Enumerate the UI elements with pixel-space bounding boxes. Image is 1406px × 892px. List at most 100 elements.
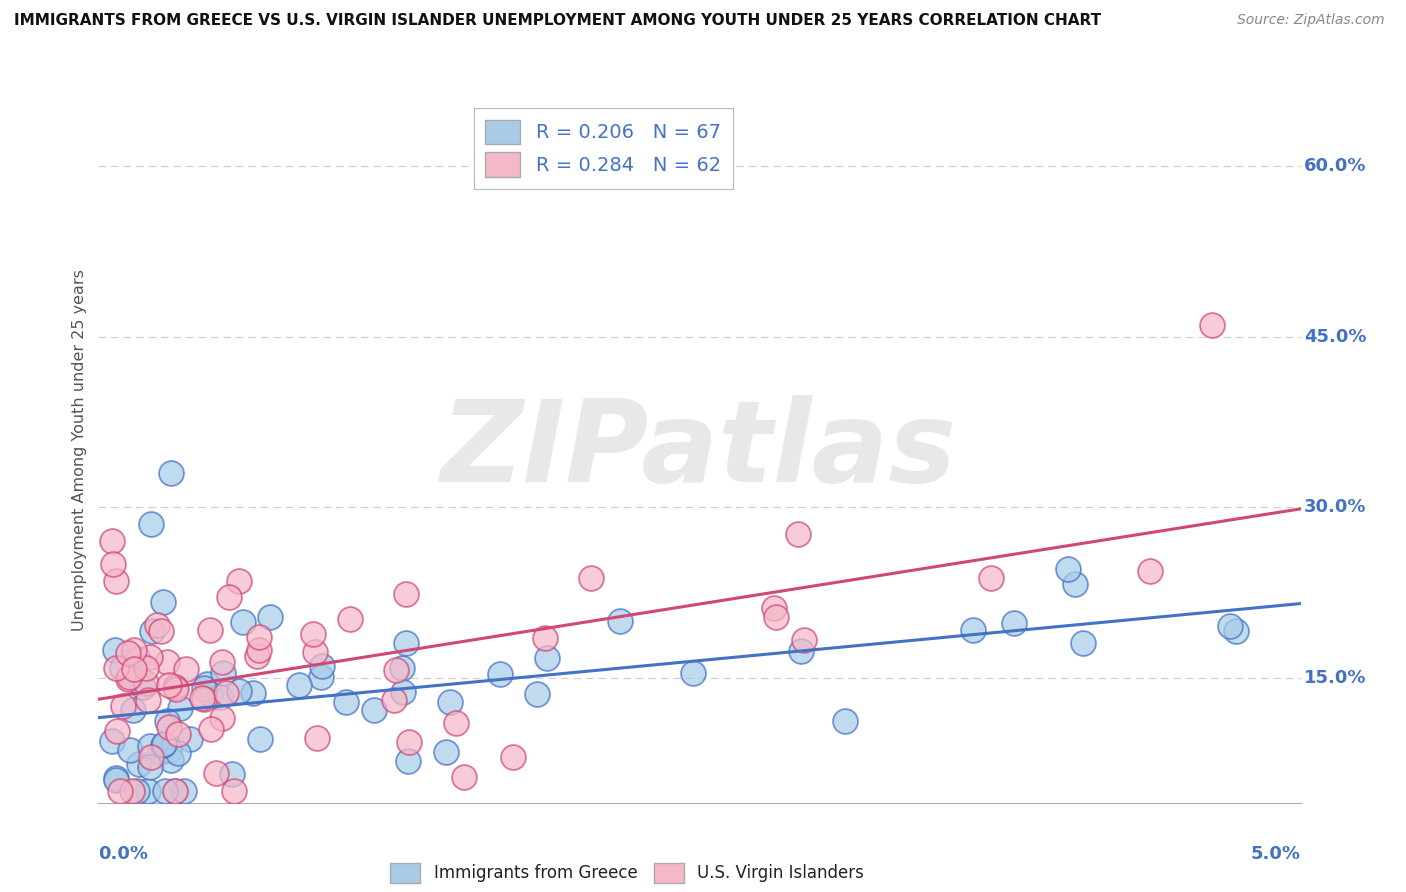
Point	[228, 683, 250, 698]
Point	[167, 726, 190, 740]
Point	[396, 754, 419, 768]
Point	[179, 732, 201, 747]
Point	[259, 610, 281, 624]
Point	[104, 574, 127, 589]
Point	[138, 739, 160, 753]
Point	[159, 466, 181, 480]
Point	[117, 672, 139, 686]
Point	[218, 590, 240, 604]
Point	[242, 686, 264, 700]
Point	[156, 714, 179, 729]
Point	[156, 655, 179, 669]
Point	[304, 645, 326, 659]
Point	[105, 772, 128, 787]
Point	[127, 651, 149, 665]
Point	[152, 738, 174, 752]
Point	[980, 571, 1002, 585]
Point	[159, 720, 181, 734]
Point	[609, 615, 631, 629]
Point	[232, 615, 254, 629]
Point	[211, 656, 233, 670]
Point	[834, 714, 856, 729]
Point	[534, 631, 557, 645]
Point	[174, 662, 197, 676]
Point	[1064, 576, 1087, 591]
Point	[786, 527, 808, 541]
Point	[288, 678, 311, 692]
Point	[212, 665, 235, 680]
Point	[391, 661, 413, 675]
Point	[120, 670, 142, 684]
Point	[228, 574, 250, 589]
Point	[105, 723, 128, 738]
Point	[305, 731, 328, 746]
Point	[159, 753, 181, 767]
Point	[165, 682, 187, 697]
Point	[526, 687, 548, 701]
Text: 15.0%: 15.0%	[1305, 669, 1367, 687]
Point	[153, 784, 176, 798]
Point	[139, 650, 162, 665]
Point	[163, 784, 186, 798]
Point	[339, 612, 361, 626]
Point	[125, 784, 148, 798]
Point	[198, 623, 221, 637]
Point	[103, 557, 125, 571]
Point	[128, 757, 150, 772]
Point	[150, 624, 173, 639]
Text: 0.0%: 0.0%	[98, 845, 149, 863]
Text: 30.0%: 30.0%	[1305, 499, 1367, 516]
Point	[111, 661, 134, 675]
Point	[118, 743, 141, 757]
Point	[121, 703, 143, 717]
Point	[135, 661, 157, 675]
Point	[117, 646, 139, 660]
Point	[209, 690, 232, 705]
Point	[169, 701, 191, 715]
Point	[444, 715, 467, 730]
Point	[163, 784, 186, 798]
Point	[439, 696, 461, 710]
Point	[398, 735, 420, 749]
Point	[1056, 561, 1078, 575]
Point	[1219, 619, 1241, 633]
Point	[453, 770, 475, 784]
Point	[157, 743, 180, 757]
Point	[157, 678, 180, 692]
Point	[139, 759, 162, 773]
Point	[105, 771, 128, 785]
Point	[198, 687, 221, 701]
Point	[165, 680, 187, 694]
Point	[214, 686, 236, 700]
Y-axis label: Unemployment Among Youth under 25 years: Unemployment Among Youth under 25 years	[72, 269, 87, 632]
Point	[581, 571, 603, 585]
Point	[193, 681, 215, 695]
Point	[221, 767, 243, 781]
Point	[246, 648, 269, 663]
Point	[138, 693, 160, 707]
Point	[191, 690, 214, 705]
Point	[173, 784, 195, 798]
Text: 5.0%: 5.0%	[1250, 845, 1301, 863]
Point	[200, 722, 222, 736]
Point	[108, 784, 131, 798]
Point	[1225, 624, 1247, 638]
Point	[152, 595, 174, 609]
Point	[391, 685, 413, 699]
Point	[682, 666, 704, 681]
Point	[1201, 318, 1223, 333]
Point	[135, 675, 157, 690]
Point	[793, 632, 815, 647]
Point	[363, 703, 385, 717]
Point	[790, 644, 813, 658]
Point	[1002, 616, 1025, 631]
Point	[101, 534, 124, 549]
Point	[152, 737, 174, 751]
Point	[100, 733, 122, 747]
Point	[302, 627, 325, 641]
Point	[395, 635, 418, 649]
Point	[118, 670, 141, 684]
Point	[105, 660, 128, 674]
Point	[247, 643, 270, 657]
Point	[502, 749, 524, 764]
